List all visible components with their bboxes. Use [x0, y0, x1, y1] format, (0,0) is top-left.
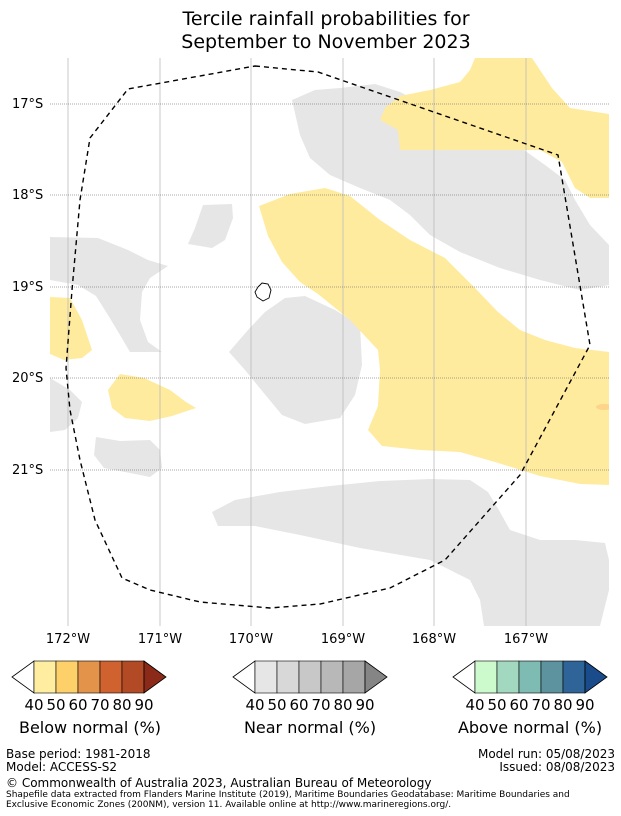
- near-region-west: [50, 237, 168, 352]
- above-cb-swatch-1: [474, 660, 498, 694]
- issued-text: Issued: 08/08/2023: [499, 760, 615, 774]
- below-cb-tick-40: 40: [24, 696, 43, 714]
- below-region-west: [50, 297, 92, 360]
- near-cb-swatch-1: [254, 660, 278, 694]
- above-cb-tick-60: 60: [509, 696, 528, 714]
- base-period-text: Base period: 1981-2018: [6, 747, 151, 761]
- above-cb-tick-90: 90: [575, 696, 594, 714]
- near-cb-swatch-2: [276, 660, 300, 694]
- near-region-south: [212, 479, 609, 626]
- map-title-line2: September to November 2023: [181, 31, 471, 53]
- lat-label-18s: 18°S: [12, 188, 43, 203]
- lon-label-171w: 171°W: [138, 632, 182, 647]
- map-area: [50, 58, 609, 626]
- below-cb-tick-60: 60: [68, 696, 87, 714]
- copyright-text: © Commonwealth of Australia 2023, Austra…: [6, 776, 432, 790]
- near-region-southwest-a: [50, 378, 82, 432]
- lat-label-17s: 17°S: [12, 97, 43, 112]
- near-cb-swatch-3: [298, 660, 322, 694]
- above-cb-swatch-3: [518, 660, 542, 694]
- below-cb-tick-50: 50: [46, 696, 65, 714]
- above-cb-swatch-4: [540, 660, 564, 694]
- near-cb-tick-80: 80: [333, 696, 352, 714]
- below-cb-swatch-1: [33, 660, 57, 694]
- lon-label-170w: 170°W: [229, 632, 273, 647]
- near-cb-tick-70: 70: [311, 696, 330, 714]
- near-region-northeast: [292, 84, 609, 290]
- near-cb-swatch-4: [320, 660, 344, 694]
- colorbar-label-below: Below normal (%): [18, 718, 162, 737]
- near-cb-extend-low: [232, 660, 256, 694]
- shapefile-credit-line2: Exclusive Economic Zones (200NM), versio…: [6, 800, 452, 810]
- below-cb-swatch-4: [99, 660, 123, 694]
- below-cb-tick-90: 90: [134, 696, 153, 714]
- below-region-northeast: [380, 58, 609, 198]
- near-cb-tick-50: 50: [267, 696, 286, 714]
- above-normal-spot: [596, 404, 609, 410]
- below-cb-swatch-2: [55, 660, 79, 694]
- near-cb-extend-high: [364, 660, 388, 694]
- lon-label-169w: 169°W: [321, 632, 365, 647]
- near-cb-tick-40: 40: [245, 696, 264, 714]
- below-region-southwest: [108, 374, 196, 421]
- lon-label-167w: 167°W: [504, 632, 548, 647]
- above-cb-swatch-5: [562, 660, 586, 694]
- above-cb-extend-high: [584, 660, 608, 694]
- near-normal-regions: [50, 84, 609, 626]
- shapefile-credit-line1: Shapefile data extracted from Flanders M…: [6, 790, 570, 800]
- above-cb-extend-low: [452, 660, 476, 694]
- below-cb-extend-low: [11, 660, 35, 694]
- lat-label-21s: 21°S: [12, 463, 43, 478]
- colorbar-near-normal: 40 50 60 70 80 90: [232, 660, 388, 714]
- lat-labels: 17°S 18°S 19°S 20°S 21°S: [12, 97, 43, 478]
- above-cb-tick-50: 50: [487, 696, 506, 714]
- eez-boundary: [65, 65, 591, 609]
- near-region-small-north: [188, 204, 233, 248]
- lon-labels: 172°W 171°W 170°W 169°W 168°W 167°W: [46, 632, 548, 647]
- above-cb-tick-40: 40: [465, 696, 484, 714]
- model-run-text: Model run: 05/08/2023: [477, 747, 615, 761]
- below-cb-extend-high: [143, 660, 167, 694]
- colorbar-above-normal: 40 50 60 70 80 90: [452, 660, 608, 714]
- near-cb-swatch-5: [342, 660, 366, 694]
- lon-label-168w: 168°W: [412, 632, 456, 647]
- above-cb-tick-80: 80: [553, 696, 572, 714]
- colorbar-label-near: Near normal (%): [243, 718, 377, 737]
- near-region-center: [229, 296, 362, 424]
- near-cb-tick-60: 60: [289, 696, 308, 714]
- above-cb-swatch-2: [496, 660, 520, 694]
- below-cb-swatch-3: [77, 660, 101, 694]
- near-region-southwest-b: [94, 437, 162, 477]
- below-cb-swatch-5: [121, 660, 145, 694]
- above-cb-tick-70: 70: [531, 696, 550, 714]
- near-cb-tick-90: 90: [355, 696, 374, 714]
- gridlines: [67, 58, 527, 626]
- lat-label-19s: 19°S: [12, 280, 43, 295]
- below-cb-tick-80: 80: [112, 696, 131, 714]
- colorbar-below-normal: 40 50 60 70 80 90: [11, 660, 167, 714]
- map-title-line1: Tercile rainfall probabilities for: [182, 8, 470, 30]
- colorbar-label-above: Above normal (%): [457, 718, 603, 737]
- below-cb-tick-70: 70: [90, 696, 109, 714]
- model-text: Model: ACCESS-S2: [6, 760, 118, 774]
- lat-label-20s: 20°S: [12, 371, 43, 386]
- lon-label-172w: 172°W: [46, 632, 90, 647]
- island-outline: [254, 282, 272, 302]
